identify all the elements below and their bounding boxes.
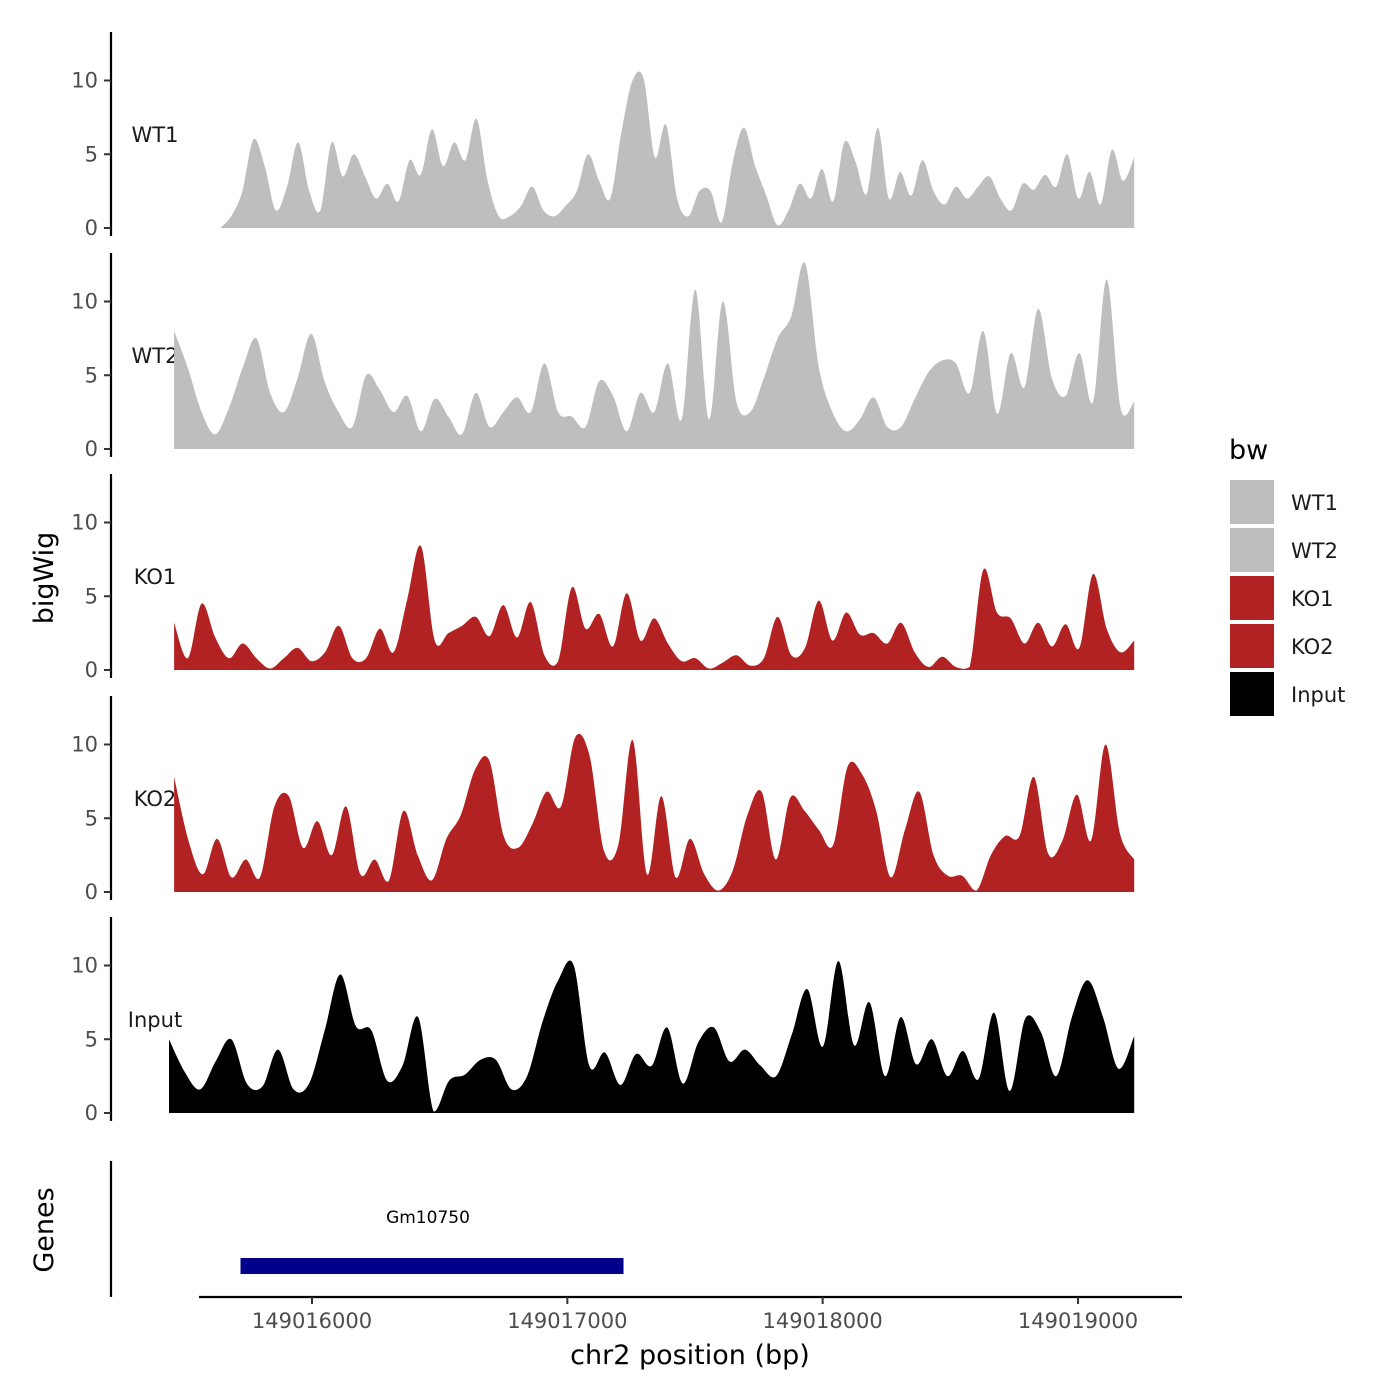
x-tick-label: 149019000 [1018,1309,1138,1333]
legend-label: KO2 [1291,635,1334,659]
legend-key-wt2 [1230,528,1274,572]
track-wt1: 0 5 10 WT1 [71,32,1135,240]
y-tick-label: 10 [71,69,98,93]
legend-label: WT2 [1291,539,1338,563]
coverage-tracks: 0 5 10 WT1 0 5 10 WT2 0 5 10 KO1 0 5 10 KO2 0 5 10 Input [71,32,1135,1125]
y-tick-label: 10 [71,954,98,978]
legend-label: Input [1291,683,1345,707]
y-tick-label: 0 [85,437,98,461]
gene-bar [240,1258,624,1274]
y-tick-label: 10 [71,511,98,535]
legend-title: bw [1229,435,1268,466]
genes-axis-title: Genes [29,1187,60,1272]
track-ko2: 0 5 10 KO2 [71,696,1135,904]
y-tick-label: 10 [71,733,98,757]
y-tick-label: 5 [85,806,98,830]
track-label: WT1 [132,123,179,147]
legend-key-ko1 [1230,576,1274,620]
coverage-area-wt2 [174,262,1135,449]
gene-label: Gm10750 [386,1208,470,1228]
coverage-area-ko1 [174,545,1135,670]
x-axis: 149016000 149017000 149018000 149019000 [199,1295,1182,1333]
legend: bw WT1 WT2 KO1 KO2 Input [1229,435,1345,716]
legend-key-ko2 [1230,624,1274,668]
y-axis-title: bigWig [29,532,60,625]
x-axis-title: chr2 position (bp) [570,1340,810,1371]
y-tick-label: 5 [85,142,98,166]
y-tick-label: 5 [85,363,98,387]
legend-key-wt1 [1230,480,1274,524]
x-tick-label: 149018000 [763,1309,883,1333]
track-ko1: 0 5 10 KO1 [71,474,1135,682]
coverage-area-ko2 [174,733,1135,892]
coverage-area-wt1 [220,71,1135,228]
track-label: Input [128,1008,182,1032]
y-tick-label: 0 [85,658,98,682]
track-wt2: 0 5 10 WT2 [71,253,1135,461]
track-label: WT2 [132,344,179,368]
legend-label: WT1 [1291,491,1338,515]
y-tick-label: 0 [85,216,98,240]
genes-track: Gm10750 [109,1161,624,1297]
legend-key-input [1230,672,1274,716]
y-tick-label: 0 [85,1101,98,1125]
coverage-area-input [169,960,1135,1113]
y-tick-label: 5 [85,1027,98,1051]
x-tick-label: 149017000 [507,1309,627,1333]
y-tick-label: 10 [71,290,98,314]
legend-label: KO1 [1291,587,1334,611]
x-tick-label: 149016000 [252,1309,372,1333]
track-input: 0 5 10 Input [71,917,1135,1125]
track-label: KO1 [134,565,177,589]
y-tick-label: 0 [85,880,98,904]
track-label: KO2 [134,787,177,811]
y-tick-label: 5 [85,584,98,608]
